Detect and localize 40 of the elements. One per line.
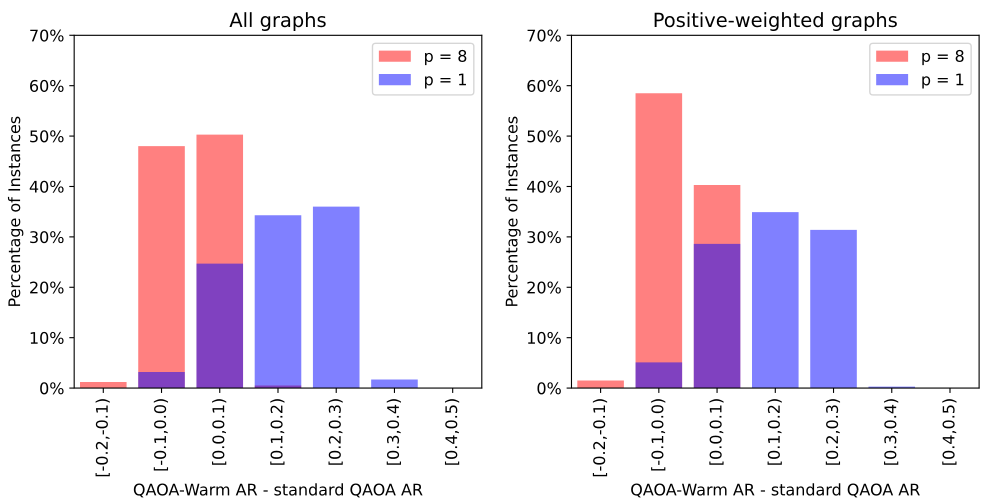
y-tick-label: 60%: [527, 80, 561, 92]
y-tick-label: 70%: [528, 29, 561, 42]
x-tick-label: [-0.2,-0.1): [592, 399, 608, 476]
legend-label: p = 8: [425, 50, 466, 66]
x-tick-label: [0.2,0.3): [826, 399, 840, 465]
x-tick-label: [-0.2,-0.1): [96, 399, 110, 476]
y-tick-label: 30%: [527, 231, 561, 244]
x-tick-label: [0.4,0.5): [942, 399, 957, 465]
y-tick-label: 20%: [30, 281, 64, 294]
y-tick-label: 60%: [30, 80, 64, 92]
y-axis-title: Percentage of Instances: [505, 116, 521, 306]
legend-label: p = 1: [922, 74, 964, 89]
x-tick-label: [0.3,0.4): [884, 399, 898, 465]
x-tick-label: [0.1,0.2): [768, 399, 782, 465]
x-axis-title: QAOA-Warm AR - standard QAOA AR: [631, 483, 920, 498]
y-tick-label: 50%: [30, 130, 64, 142]
y-tick-label: 30%: [30, 231, 64, 244]
y-tick-label: 50%: [527, 130, 561, 142]
chart-title: All graphs: [229, 12, 326, 31]
x-tick-label: [0.0,0.1): [212, 399, 226, 465]
x-tick-label: [0.4,0.5): [444, 399, 460, 465]
y-tick-label: 0%: [537, 382, 561, 394]
y-tick-label: 10%: [528, 332, 561, 344]
y-tick-label: 10%: [30, 332, 64, 344]
chart-title: Positive-weighted graphs: [654, 12, 897, 31]
x-tick-label: [0.2,0.3): [328, 399, 343, 465]
x-tick-label: [0.0,0.1): [709, 399, 724, 465]
x-axis-title: QAOA-Warm AR - standard QAOA AR: [134, 483, 423, 498]
y-tick-label: 20%: [527, 281, 561, 294]
y-tick-label: 40%: [30, 180, 64, 193]
x-tick-label: [-0.1,0.0): [154, 399, 168, 471]
y-tick-label: 0%: [40, 382, 64, 394]
legend-label: p = 8: [922, 50, 964, 66]
x-tick-label: [0.1,0.2): [270, 399, 285, 465]
x-tick-label: [-0.1,0.0): [651, 399, 666, 471]
legend-label: p = 1: [425, 74, 466, 89]
y-tick-label: 70%: [30, 29, 64, 42]
x-tick-label: [0.3,0.4): [386, 399, 401, 465]
y-tick-label: 40%: [527, 180, 561, 193]
y-axis-title: Percentage of Instances: [8, 116, 24, 306]
